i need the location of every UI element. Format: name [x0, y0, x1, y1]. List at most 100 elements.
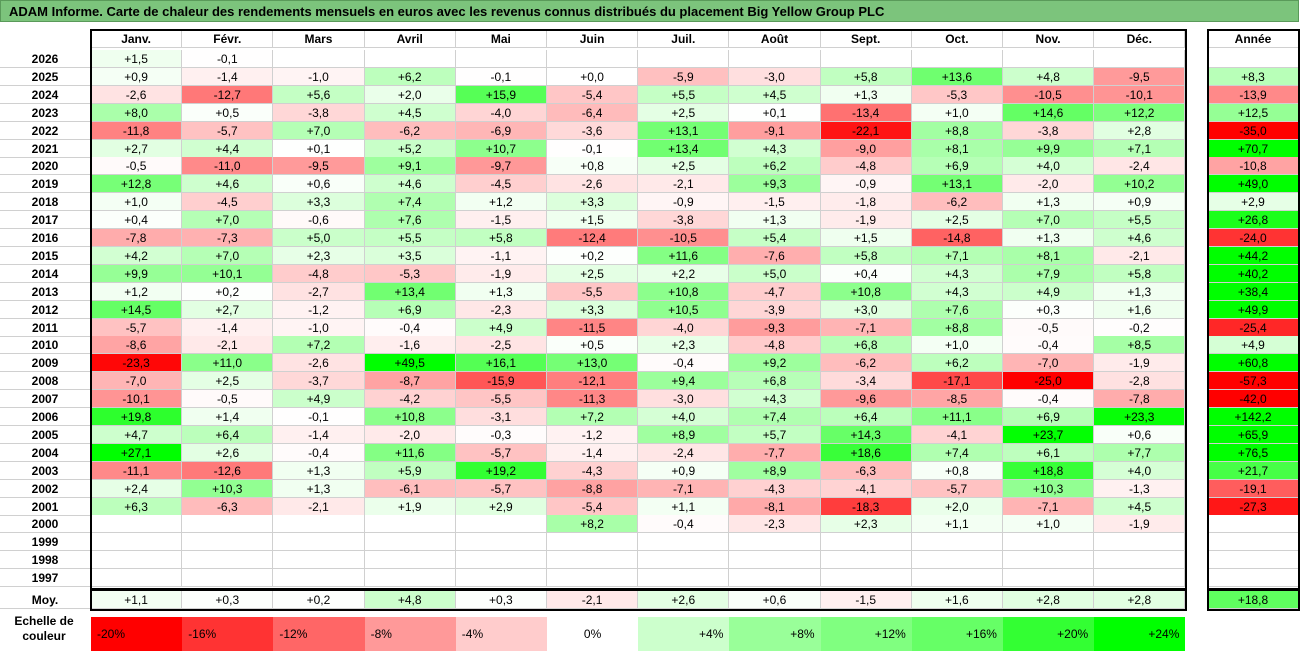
month-cell: +9,3 [729, 175, 821, 194]
month-cell: +10,8 [820, 282, 912, 301]
month-cell: -7,3 [182, 229, 274, 247]
month-cell: +4,0 [1094, 461, 1186, 480]
month-cell: +7,1 [1094, 139, 1186, 158]
month-cell: +2,2 [638, 264, 730, 283]
month-cell: -4,3 [729, 479, 821, 498]
month-cell: -4,3 [547, 461, 639, 480]
month-cell: +1,2 [91, 282, 183, 301]
month-cell: +11,6 [638, 246, 730, 265]
month-cell: -3,7 [273, 372, 365, 391]
month-cell: +1,3 [455, 282, 547, 301]
month-cell: +5,7 [729, 425, 821, 444]
year-total-cell: -27,3 [1208, 497, 1299, 516]
month-cell: +13,4 [638, 139, 730, 158]
month-cell: -0,5 [182, 390, 274, 409]
month-cell: -4,1 [820, 479, 912, 498]
year-label: 2016 [0, 229, 91, 247]
month-cell: +4,7 [91, 425, 183, 444]
month-cell: +0,0 [547, 67, 639, 86]
month-cell: -0,4 [273, 443, 365, 462]
year-total-cell [1208, 551, 1299, 570]
month-cell: -10,1 [1094, 85, 1186, 104]
month-cell: +4,3 [911, 282, 1003, 301]
color-scale-step: -4% [455, 617, 547, 651]
month-cell [273, 533, 365, 552]
month-cell: +8,8 [911, 121, 1003, 140]
month-cell: +19,8 [91, 408, 183, 426]
month-cell: +5,9 [364, 461, 456, 480]
average-cell: +4,8 [364, 591, 456, 609]
month-cell: +6,8 [820, 336, 912, 355]
month-header: Oct. [911, 30, 1003, 48]
month-header: Juin [547, 30, 639, 48]
year-total-cell: +60,8 [1208, 354, 1299, 373]
month-cell: -0,5 [91, 157, 183, 176]
month-cell: -23,3 [91, 354, 183, 373]
month-cell [91, 515, 183, 534]
month-cell: -2,7 [273, 282, 365, 301]
month-cell: +7,0 [182, 246, 274, 265]
month-cell: +7,6 [364, 211, 456, 230]
month-cell: -7,7 [729, 443, 821, 462]
month-cell [911, 551, 1003, 570]
month-cell: -12,1 [547, 372, 639, 391]
month-cell [638, 533, 730, 552]
month-cell: +4,9 [273, 390, 365, 409]
month-cell [547, 533, 639, 552]
year-total-cell: -25,4 [1208, 318, 1299, 337]
month-cell: +6,2 [364, 67, 456, 86]
month-cell: +4,3 [729, 390, 821, 409]
average-cell: +2,8 [1094, 591, 1186, 609]
month-cell: -2,6 [91, 85, 183, 104]
month-cell: -15,9 [455, 372, 547, 391]
month-cell: -7,1 [820, 318, 912, 337]
month-cell [455, 569, 547, 588]
month-cell: -2,8 [1094, 372, 1186, 391]
month-cell: +11,1 [911, 408, 1003, 426]
month-cell: -7,8 [1094, 390, 1186, 409]
month-cell: +5,8 [820, 246, 912, 265]
month-cell: +2,6 [182, 443, 274, 462]
month-cell: -8,5 [911, 390, 1003, 409]
month-cell: -1,4 [547, 443, 639, 462]
year-label: 2010 [0, 336, 91, 355]
year-label: 2014 [0, 264, 91, 283]
month-cell: +5,2 [364, 139, 456, 158]
month-cell: -9,7 [455, 157, 547, 176]
month-cell: +2,7 [91, 139, 183, 158]
year-label: 1997 [0, 569, 91, 588]
month-cell: -22,1 [820, 121, 912, 140]
month-cell [729, 533, 821, 552]
month-cell: +0,1 [273, 139, 365, 158]
year-label: 2019 [0, 175, 91, 194]
month-cell [1094, 551, 1186, 570]
month-cell: +1,5 [820, 229, 912, 247]
month-cell: +8,0 [91, 103, 183, 122]
month-cell [729, 50, 821, 68]
month-cell: +6,9 [911, 157, 1003, 176]
month-cell: +0,8 [547, 157, 639, 176]
month-cell: -6,2 [820, 354, 912, 373]
month-cell: +6,4 [820, 408, 912, 426]
month-cell [820, 533, 912, 552]
year-total-cell: +76,5 [1208, 443, 1299, 462]
year-total-header: Année [1208, 30, 1299, 48]
month-cell [911, 533, 1003, 552]
month-cell: -2,3 [729, 515, 821, 534]
month-cell: -12,4 [547, 229, 639, 247]
month-cell: +1,3 [1003, 193, 1095, 212]
month-cell: -1,9 [455, 264, 547, 283]
month-cell: +0,2 [547, 246, 639, 265]
month-cell: +1,3 [820, 85, 912, 104]
month-cell: +4,9 [1003, 282, 1095, 301]
month-cell: +10,3 [182, 479, 274, 498]
month-cell [182, 515, 274, 534]
month-cell: +2,3 [820, 515, 912, 534]
month-cell: +2,5 [547, 264, 639, 283]
year-total-cell: +49,0 [1208, 175, 1299, 194]
month-cell: -6,2 [911, 193, 1003, 212]
month-cell: +23,3 [1094, 408, 1186, 426]
year-label: 2025 [0, 67, 91, 86]
month-cell: +13,1 [911, 175, 1003, 194]
month-cell: +9,9 [1003, 139, 1095, 158]
